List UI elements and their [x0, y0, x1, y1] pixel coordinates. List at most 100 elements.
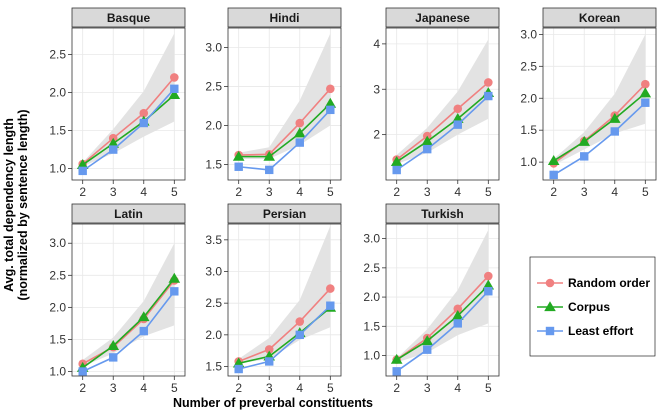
series-line-least-effort — [396, 290, 489, 372]
x-tick-label: 4 — [296, 381, 303, 395]
data-point-random-order — [139, 108, 149, 118]
data-point-least-effort — [453, 319, 462, 328]
strip-label: Basque — [107, 11, 151, 25]
y-tick-label: 3.0 — [363, 232, 380, 246]
data-point-corpus — [107, 137, 120, 148]
series-line-corpus — [82, 278, 175, 369]
series-line-least-effort — [82, 88, 175, 172]
series-line-corpus — [553, 92, 646, 162]
series-line-least-effort — [238, 305, 331, 370]
y-tick-label: 2.0 — [205, 118, 222, 132]
x-tick-label: 2 — [393, 381, 400, 395]
x-tick-label: 2 — [393, 185, 400, 199]
y-tick-label: 2.5 — [205, 296, 222, 310]
data-point-least-effort — [610, 127, 619, 136]
legend-marker-corpus — [544, 301, 556, 312]
x-tick-label: 5 — [171, 381, 178, 395]
data-point-corpus — [107, 340, 120, 351]
y-tick-label: 3.0 — [205, 265, 222, 279]
data-point-corpus — [390, 353, 403, 364]
data-point-least-effort — [139, 118, 148, 128]
data-point-least-effort — [109, 353, 118, 362]
x-tick-label: 4 — [140, 185, 147, 199]
y-tick-label: 1.5 — [49, 332, 66, 346]
x-tick-label: 2 — [550, 185, 557, 199]
data-point-least-effort — [484, 287, 493, 296]
facet-hindi: Hindi 2 3 4 5 1.5 2.0 2.5 3.0 — [205, 7, 342, 199]
y-tick-label: 2.0 — [205, 328, 222, 342]
y-tick-label: 1.5 — [205, 360, 222, 374]
series-line-random-order — [82, 279, 175, 365]
baseline-band — [553, 34, 646, 166]
series-line-least-effort — [396, 95, 489, 171]
x-tick-label: 2 — [235, 185, 242, 199]
y-tick-label: 1.5 — [363, 319, 380, 333]
data-point-least-effort — [234, 364, 243, 374]
series-line-random-order — [396, 275, 489, 361]
data-point-corpus — [76, 159, 89, 169]
series-line-corpus — [82, 94, 175, 166]
baseline-band — [238, 33, 331, 159]
legend: Random order Corpus Least effort — [529, 256, 656, 357]
data-point-least-effort — [580, 152, 589, 161]
baseline-band — [238, 225, 331, 364]
series-line-least-effort — [238, 109, 331, 171]
data-point-least-effort — [423, 144, 432, 154]
data-point-corpus — [232, 150, 245, 161]
y-tick-label: 1.5 — [205, 157, 222, 171]
panel-border — [542, 27, 657, 181]
y-tick-label: 1.5 — [49, 124, 66, 138]
y-tick-label: 3.5 — [205, 233, 222, 247]
panel-border — [385, 27, 500, 181]
y-tick-label: 3.0 — [520, 27, 537, 41]
y-tick-label: 1.0 — [363, 349, 380, 363]
y-tick-label: 3.0 — [205, 40, 222, 54]
strip-label: Hindi — [270, 11, 300, 25]
strip-hindi — [227, 7, 342, 28]
x-tick-label: 3 — [424, 381, 431, 395]
y-tick-label: 1.0 — [520, 155, 537, 169]
strip-label: Japanese — [415, 11, 470, 25]
data-point-least-effort — [109, 145, 118, 154]
series-line-least-effort — [82, 290, 175, 373]
x-tick-label: 3 — [110, 185, 117, 199]
data-point-random-order — [641, 79, 650, 89]
x-tick-label: 3 — [110, 381, 117, 395]
data-point-random-order — [326, 284, 335, 293]
legend-label-random-order: Random order — [568, 276, 650, 290]
strip-japanese — [385, 7, 500, 28]
data-point-corpus — [293, 127, 306, 138]
data-point-corpus — [168, 272, 181, 283]
data-point-least-effort — [453, 120, 462, 129]
series-line-random-order — [396, 81, 489, 161]
y-tick-label: 3.0 — [49, 236, 66, 250]
data-point-least-effort — [392, 367, 401, 376]
y-tick-label: 2.5 — [49, 268, 66, 282]
y-axis-title-line-2: (normalized by sentence length) — [16, 109, 30, 300]
strip-label: Latin — [114, 207, 143, 221]
legend-label-corpus: Corpus — [568, 300, 610, 314]
y-tick-label: 1.5 — [520, 123, 537, 137]
y-tick-label: 2 — [373, 128, 380, 142]
strip-korean — [542, 7, 657, 28]
data-point-corpus — [421, 135, 434, 146]
series-line-corpus — [396, 92, 489, 163]
panel-border — [71, 27, 186, 181]
x-tick-label: 5 — [485, 381, 492, 395]
x-tick-label: 5 — [485, 185, 492, 199]
data-point-least-effort — [170, 84, 179, 93]
y-tick-label: 2.0 — [363, 290, 380, 304]
x-tick-label: 5 — [171, 185, 178, 199]
x-tick-label: 5 — [327, 381, 334, 395]
series-line-random-order — [238, 88, 331, 156]
data-point-random-order — [453, 304, 463, 314]
series-line-corpus — [396, 284, 489, 361]
series-line-random-order — [238, 288, 331, 363]
data-point-random-order — [326, 84, 335, 94]
data-point-corpus — [324, 97, 337, 108]
x-tick-label: 5 — [642, 185, 649, 199]
facet-persian: Persian 2 3 4 5 1.5 2.0 2.5 3.0 3.5 — [205, 203, 342, 395]
data-point-least-effort — [265, 165, 274, 175]
panel-border — [227, 27, 342, 181]
y-tick-label: 2.5 — [520, 59, 537, 73]
